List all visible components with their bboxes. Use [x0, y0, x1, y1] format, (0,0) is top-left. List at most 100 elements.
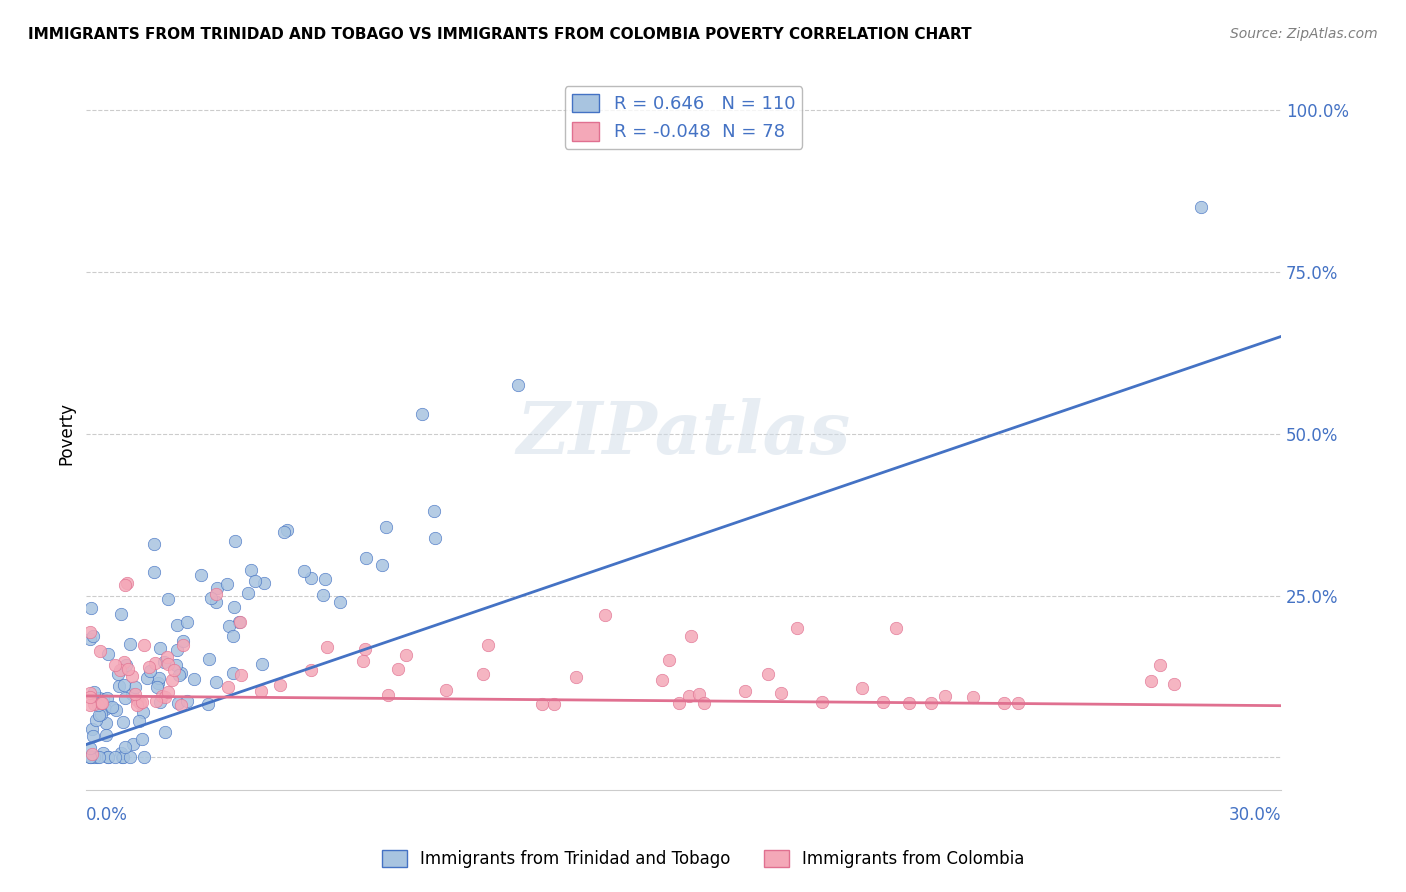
Point — [354, 642, 377, 657]
Point — [299, 663, 322, 677]
Point — [152, 689, 174, 703]
Point — [224, 533, 246, 548]
Point — [688, 688, 710, 702]
Point — [107, 666, 129, 681]
Point — [132, 750, 155, 764]
Point — [121, 687, 143, 701]
Point — [131, 705, 153, 719]
Point — [91, 692, 114, 706]
Point — [143, 565, 166, 579]
Point — [94, 702, 117, 716]
Point — [898, 696, 921, 710]
Point — [222, 630, 245, 644]
Point — [734, 684, 756, 698]
Point — [273, 525, 295, 540]
Point — [595, 607, 617, 622]
Point — [114, 691, 136, 706]
Point — [564, 670, 586, 684]
Y-axis label: Poverty: Poverty — [58, 402, 75, 465]
Point — [215, 576, 238, 591]
Point — [1149, 658, 1171, 673]
Point — [668, 696, 690, 710]
Point — [276, 523, 298, 537]
Point — [80, 600, 103, 615]
Point — [934, 689, 956, 703]
Point — [97, 750, 120, 764]
Point — [91, 697, 114, 711]
Point — [506, 378, 529, 392]
Point — [97, 647, 120, 661]
Point — [205, 595, 228, 609]
Point — [1007, 696, 1029, 710]
Point — [105, 703, 128, 717]
Point — [83, 685, 105, 699]
Point — [91, 746, 114, 760]
Point — [166, 618, 188, 632]
Point — [82, 747, 104, 762]
Point — [79, 625, 101, 640]
Point — [329, 594, 352, 608]
Point — [90, 699, 112, 714]
Point — [90, 696, 112, 710]
Text: 30.0%: 30.0% — [1229, 806, 1281, 824]
Point — [269, 678, 291, 692]
Point — [183, 673, 205, 687]
Point — [872, 695, 894, 709]
Point — [131, 695, 153, 709]
Point — [160, 673, 183, 687]
Point — [79, 740, 101, 755]
Point — [153, 655, 176, 669]
Point — [157, 591, 180, 606]
Point — [82, 729, 104, 743]
Point — [86, 698, 108, 712]
Text: ZIPatlas: ZIPatlas — [516, 398, 851, 469]
Point — [121, 669, 143, 683]
Point — [120, 750, 142, 764]
Point — [1163, 676, 1185, 690]
Point — [79, 750, 101, 764]
Point — [80, 750, 103, 764]
Point — [124, 687, 146, 701]
Point — [153, 724, 176, 739]
Point — [146, 676, 169, 690]
Point — [786, 621, 808, 635]
Point — [84, 713, 107, 727]
Point — [205, 675, 228, 690]
Point — [197, 697, 219, 711]
Point — [96, 716, 118, 731]
Point — [145, 693, 167, 707]
Point — [139, 664, 162, 678]
Point — [128, 714, 150, 728]
Point — [89, 644, 111, 658]
Point — [769, 686, 792, 700]
Point — [423, 532, 446, 546]
Point — [253, 575, 276, 590]
Point — [217, 681, 239, 695]
Point — [176, 615, 198, 630]
Point — [658, 653, 681, 667]
Point — [87, 750, 110, 764]
Point — [962, 690, 984, 704]
Point — [292, 564, 315, 578]
Point — [79, 749, 101, 764]
Point — [472, 667, 495, 681]
Point — [371, 558, 394, 572]
Point — [693, 697, 716, 711]
Point — [101, 700, 124, 714]
Point — [169, 665, 191, 680]
Point — [79, 698, 101, 712]
Point — [98, 699, 121, 714]
Point — [377, 689, 399, 703]
Point — [82, 723, 104, 737]
Point — [138, 660, 160, 674]
Point — [149, 695, 172, 709]
Point — [681, 630, 703, 644]
Point — [229, 615, 252, 629]
Point — [411, 407, 433, 421]
Point — [165, 658, 187, 673]
Point — [375, 520, 398, 534]
Point — [112, 655, 135, 669]
Point — [239, 563, 262, 577]
Point — [166, 696, 188, 710]
Point — [678, 689, 700, 703]
